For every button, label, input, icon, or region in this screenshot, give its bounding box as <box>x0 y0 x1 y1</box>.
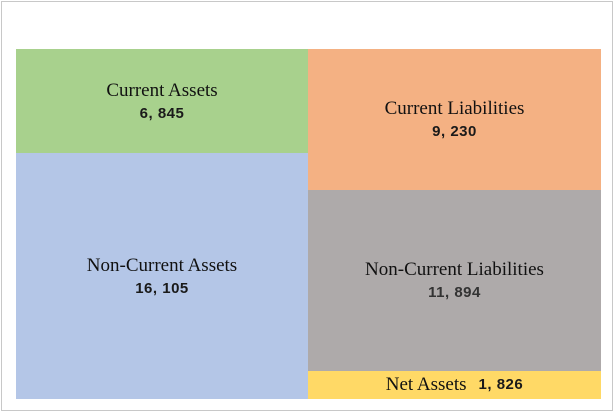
block-label-current-liabilities: Current Liabilities <box>384 98 525 119</box>
block-non-current-assets: Non-Current Assets 16, 105 <box>16 153 308 399</box>
block-value-current-liabilities: 9, 230 <box>432 123 477 140</box>
block-current-liabilities: Current Liabilities 9, 230 <box>308 49 601 190</box>
block-value-non-current-assets: 16, 105 <box>135 279 189 297</box>
block-label-net-assets: Net Assets <box>385 374 467 395</box>
block-label-current-assets: Current Assets <box>106 79 218 101</box>
block-value-non-current-liabilities: 11, 894 <box>428 284 481 301</box>
block-value-current-assets: 6, 845 <box>139 104 185 122</box>
block-current-assets: Current Assets 6, 845 <box>16 49 308 153</box>
block-net-assets: Net Assets 1, 826 <box>308 371 601 399</box>
block-value-net-assets: 1, 826 <box>478 376 524 393</box>
block-label-non-current-liabilities: Non-Current Liabilities <box>365 259 544 280</box>
block-non-current-liabilities: Non-Current Liabilities 11, 894 <box>308 190 601 371</box>
block-label-non-current-assets: Non-Current Assets <box>86 254 238 276</box>
